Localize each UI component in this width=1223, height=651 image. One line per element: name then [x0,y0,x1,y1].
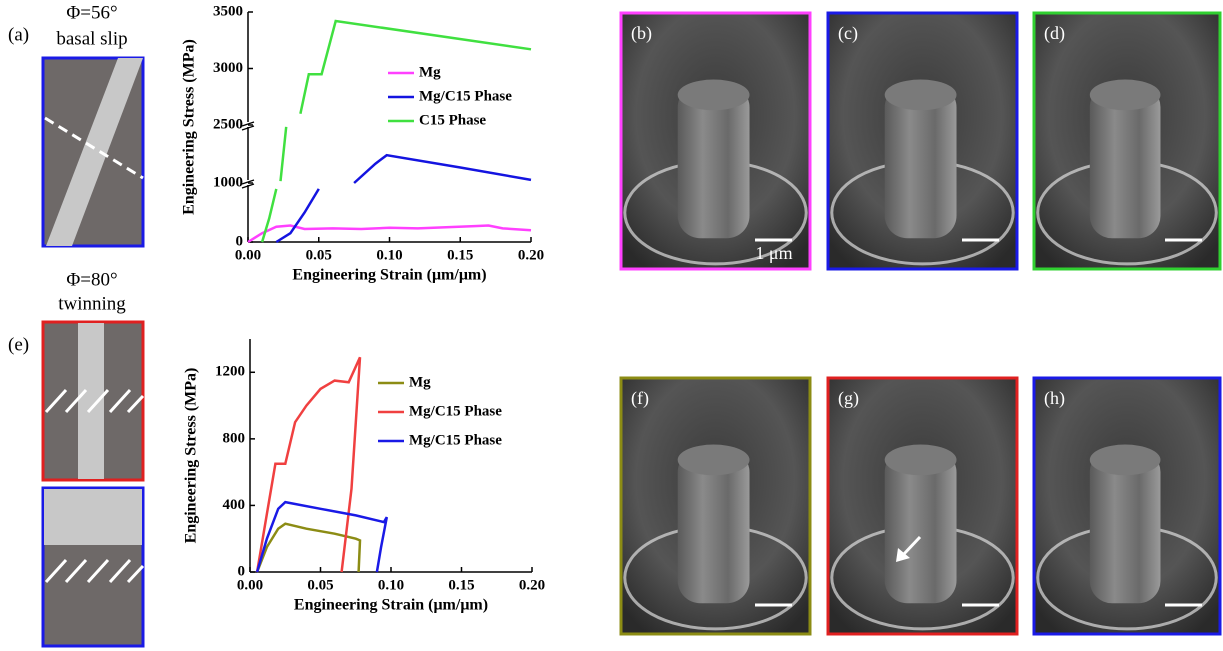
x-tick-label: 0.15 [447,247,473,263]
legend-label: Mg/C15 Phase [419,88,512,104]
y-tick-label: 3000 [213,60,243,76]
y-tick-label: 400 [223,497,246,513]
schematic [43,322,143,480]
panel-label: (e) [8,334,29,355]
x-tick-label: 0.20 [518,247,544,263]
sem-image: (h) [1034,378,1220,634]
y-axis-label: Engineering Stress (MPa) [181,39,198,215]
pillar-top [678,80,750,111]
panel-label: (b) [631,23,652,44]
legend-label: C15 Phase [419,112,486,128]
x-tick-label: 0.10 [378,577,404,593]
legend-label: Mg/C15 Phase [409,403,502,419]
pillar-top [1090,80,1161,111]
pillar-top [885,445,957,476]
y-tick-label: 800 [223,430,246,446]
mode: twinning [58,293,126,314]
pillar-top [885,80,957,111]
panel-label: (f) [631,388,649,409]
y-tick-label: 1200 [215,364,245,380]
panel-label: (d) [1044,23,1065,44]
data-line [257,502,387,572]
x-tick-label: 0.05 [306,247,332,263]
sem-image: (c) [828,13,1017,269]
y-tick-label: 3500 [213,3,243,19]
x-tick-label: 0.10 [376,247,402,263]
panel-label: (a) [8,24,29,45]
legend-label: Mg [409,374,431,390]
panel-label: (c) [838,23,858,44]
y-tick-label: 2500 [213,116,243,132]
legend-label: Mg/C15 Phase [409,432,502,448]
y-tick-label: 1000 [213,174,243,190]
legend-label: Mg [419,64,441,80]
x-tick-label: 0.05 [307,577,333,593]
x-tick-label: 0.00 [237,577,263,593]
x-tick-label: 0.15 [448,577,474,593]
schematic [43,58,143,246]
sem-image: (b) 1 μm [621,13,810,269]
page: {"figure": {"panel_a": "(a)", "angle_a":… [0,0,1223,651]
panel-label: (g) [838,388,859,409]
pillar-top [678,445,750,476]
scale-label: 1 μm [755,243,792,263]
mode: basal slip [56,28,127,49]
panel-label: (h) [1044,388,1065,409]
angle: Φ=56° [66,2,117,23]
sem-image: (g) [828,378,1017,634]
sem-image: (f) [621,378,810,634]
sem-image: (d) [1034,13,1220,269]
pillar-top [1090,445,1161,476]
angle: Φ=80° [66,269,117,290]
sem-panels: (b) 1 μm (c) (d) (f) (g) (h) [621,13,1220,634]
x-tick-label: 0.20 [519,577,545,593]
x-tick-label: 0.00 [235,247,261,263]
x-axis-label: Engineering Strain (μm/μm) [294,597,488,614]
x-axis-label: Engineering Strain (μm/μm) [292,267,486,284]
schematic [43,488,143,646]
figure: (a) Φ=56° basal slip Φ=80° twinning (e) … [0,0,1223,651]
y-axis-label: Engineering Stress (MPa) [183,368,200,544]
data-line [262,21,531,242]
